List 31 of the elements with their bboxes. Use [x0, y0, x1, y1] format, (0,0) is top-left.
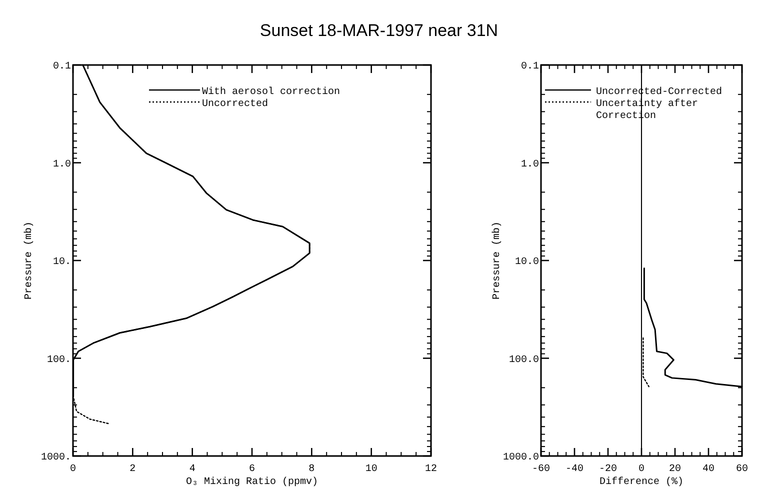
y-tick-label: 1000. — [40, 452, 71, 464]
x-tick-label: 0 — [638, 464, 645, 475]
y-tick-label: 10. — [52, 257, 71, 268]
x-tick-label: 8 — [308, 464, 315, 475]
x-axis-title: O₃ Mixing Ratio (ppmv) — [186, 476, 318, 488]
x-axis-title: Difference (%) — [599, 476, 684, 488]
x-tick-label: 60 — [736, 464, 748, 475]
x-tick-label: -20 — [598, 464, 618, 475]
y-tick-label: 0.1 — [52, 62, 71, 72]
text: Uncorrected — [202, 98, 268, 110]
x-tick-label: 0 — [70, 464, 76, 475]
chart-title: Sunset 18-MAR-1997 near 31N — [260, 21, 498, 40]
x-tick-label: 2 — [130, 464, 136, 475]
x-tick-label: 12 — [424, 464, 438, 475]
x-tick-label: 40 — [702, 464, 715, 475]
y-tick-label: 0.1 — [520, 62, 539, 72]
y-tick-label: 1.0 — [52, 159, 71, 170]
y-tick-label: 1.0 — [520, 159, 539, 170]
x-tick-label: 4 — [189, 464, 196, 475]
x-tick-label: 6 — [248, 464, 256, 475]
x-tick-label: -60 — [532, 464, 550, 475]
y-tick-label: 100. — [46, 354, 71, 366]
y-tick-label: 10.0 — [514, 257, 539, 268]
x-tick-label: 20 — [668, 464, 682, 475]
y-tick-label: 1000.0 — [502, 452, 539, 464]
y-axis-title: Pressure (mb) — [491, 221, 503, 300]
y-axis-title: Pressure (mb) — [23, 221, 35, 300]
y-tick-label: 100.0 — [508, 354, 539, 366]
text: With aerosol correction — [202, 86, 340, 98]
x-tick-label: -40 — [565, 464, 584, 475]
x-tick-label: 10 — [365, 464, 378, 475]
